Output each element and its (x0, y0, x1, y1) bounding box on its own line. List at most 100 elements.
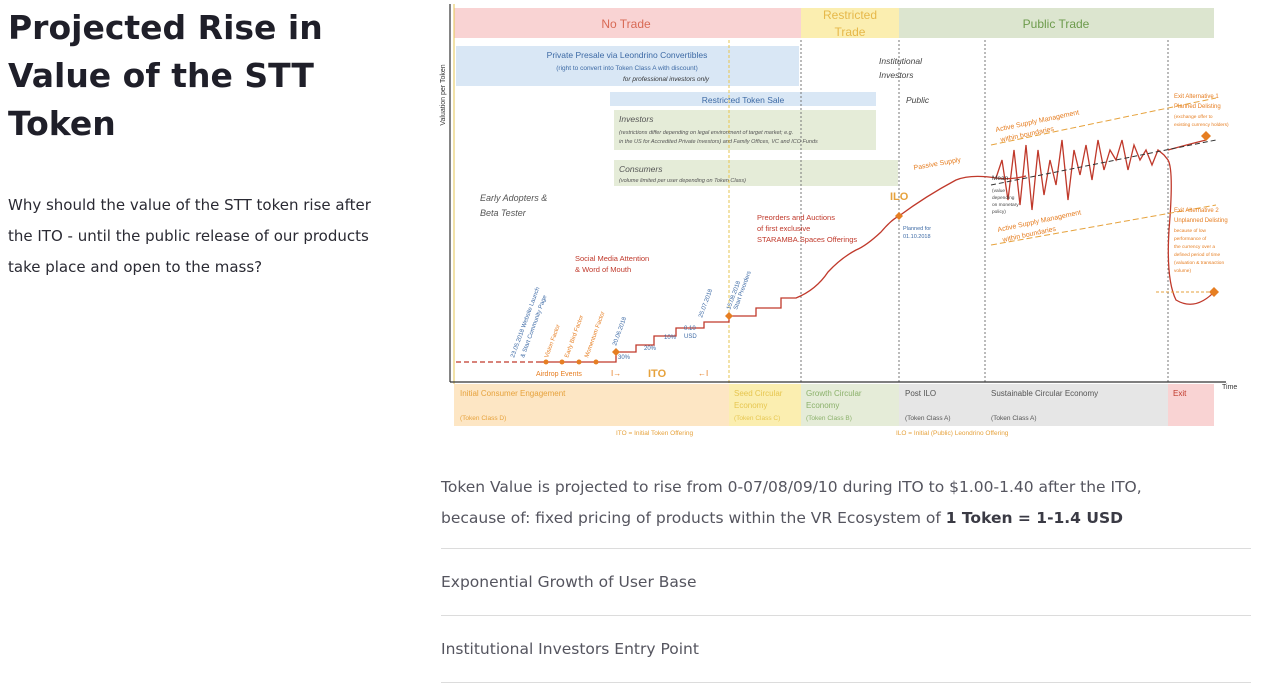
marker-ito (612, 348, 620, 356)
exit2-title-1: Exit Alternative 2 (1174, 208, 1219, 214)
bottom-phase-1-title-2: Economy (734, 401, 767, 410)
restricted-sale-band (610, 92, 876, 106)
accordion-item-user-growth[interactable]: Exponential Growth of User Base (441, 549, 1251, 616)
ito-arrow-right: ←I (698, 369, 708, 378)
exit2-sub-4: defined period of time (1174, 252, 1220, 258)
marker-3 (576, 359, 582, 365)
mean-sub-2: depending (992, 195, 1015, 201)
marker-exit1 (1201, 131, 1211, 141)
planned-2: 01.10.2018 (903, 234, 931, 240)
bottom-phase-3-title: Post ILO (905, 389, 936, 398)
exit1-sub-1: (exchange offer to (1174, 114, 1213, 120)
summary-line-2-bold: 1 Token = 1-1.4 USD (945, 509, 1123, 527)
marker-2 (559, 359, 565, 365)
ito-arrow-left: I→ (611, 369, 621, 378)
bottom-phase-0-title: Initial Consumer Engagement (460, 389, 566, 398)
step-20: 20% (644, 346, 657, 352)
phase-no-trade (454, 8, 801, 38)
milestone-3: Momentum Factor (584, 311, 606, 359)
bottom-phase-3-sub: (Token Class A) (905, 415, 951, 422)
summary-line-2: because of: fixed pricing of products wi… (441, 503, 1261, 534)
mean-sub-3: on monetary (992, 202, 1019, 208)
step-10: 10% (664, 335, 677, 341)
mean-sub-4: policy) (992, 209, 1006, 215)
bottom-phase-2 (801, 384, 899, 426)
summary-line-2-prefix: because of: fixed pricing of products wi… (441, 509, 946, 527)
milestone-5: 25.07.2018 (698, 288, 714, 319)
ilo-note: ILO = Initial (Public) Leondrino Offerin… (896, 430, 1009, 437)
social-media-2: & Word of Mouth (575, 265, 631, 274)
diagram-svg: No Trade Restricted Trade Public Trade P… (440, 4, 1237, 437)
mean-sub-1: (value (992, 188, 1005, 194)
phase-restricted-trade (801, 8, 899, 38)
investors-band (614, 110, 876, 150)
x-axis-label: Time (1222, 384, 1237, 391)
mean-label: Mean (992, 175, 1009, 182)
restricted-sale-label: Restricted Token Sale (702, 95, 785, 105)
y-axis-label: Valuation per Token (440, 64, 447, 125)
curve-exit1 (1167, 139, 1207, 151)
investors-title: Investors (619, 114, 654, 124)
bottom-phase-1-sub: (Token Class C) (734, 415, 780, 422)
step-usd: USD (684, 334, 697, 340)
intro-text: Why should the value of the STT token ri… (8, 196, 371, 276)
bottom-phase-0 (454, 384, 729, 426)
investors-sub2: in the US for Accredited Private Investo… (619, 139, 818, 145)
exit2-sub-6: volume) (1174, 268, 1191, 274)
milestone-4: 20.06.2018 (612, 316, 628, 347)
presale-band (456, 46, 799, 86)
accordion: Exponential Growth of User Base Institut… (441, 548, 1251, 683)
phase-restricted-label2: Trade (835, 25, 866, 39)
ito-note: ITO = Initial Token Offering (616, 430, 694, 437)
investors-sub1: (restrictions differ depending on legal … (619, 130, 793, 136)
ito-label: ITO (648, 368, 667, 380)
marker-exit2 (1209, 287, 1219, 297)
mean-line (990, 139, 1217, 186)
accordion-item-institutional[interactable]: Institutional Investors Entry Point (441, 616, 1251, 683)
page-title: Projected Rise in Value of the STT Token (8, 8, 323, 143)
institutional-label-2: Investors (879, 70, 914, 80)
early-adopters-1: Early Adopters & (480, 193, 547, 203)
bottom-phase-2-title-1: Growth Circular (806, 389, 862, 398)
planned-1: Planned for (903, 226, 931, 232)
step-30: 30% (618, 355, 631, 361)
public-label: Public (906, 95, 930, 105)
milestone-1: Vision Factor (544, 324, 562, 359)
bottom-phase-3 (899, 384, 985, 426)
exit1-sub-2: existing currency holders) (1174, 122, 1229, 128)
bottom-phase-2-sub: (Token Class B) (806, 415, 852, 422)
exit2-sub-5: (valuation & transaction (1174, 260, 1224, 266)
exit1-title-1: Exit Alternative 1 (1174, 94, 1219, 100)
phase-no-trade-label: No Trade (601, 17, 651, 31)
exit2-sub-3: the currency over a (1174, 244, 1215, 250)
consumers-title: Consumers (619, 164, 663, 174)
institutional-label-1: Institutional (879, 56, 923, 66)
curve-volatile (995, 139, 1217, 305)
summary-line-1: Token Value is projected to rise from 0-… (441, 478, 1142, 496)
exit2-title-2: Unplanned Delisting (1174, 218, 1228, 224)
marker-ilo (895, 212, 903, 220)
step-010: 0.10 (684, 326, 696, 332)
ilo-label: ILO (890, 191, 909, 203)
consumers-sub: (volume limited per user depending on To… (619, 178, 746, 184)
phase-restricted-label: Restricted (823, 8, 877, 22)
exit2-sub-1: because of low (1174, 228, 1207, 234)
passive-supply: Passive Supply (913, 157, 962, 172)
phase-public-trade (899, 8, 1214, 38)
presale-title: Private Presale via Leondrino Convertibl… (547, 50, 708, 60)
bottom-phase-4 (985, 384, 1168, 426)
curve-main (536, 175, 1027, 363)
bottom-phase-2-title-2: Economy (806, 401, 839, 410)
airdrop-label: Airdrop Events (536, 371, 582, 378)
consumers-band (614, 160, 898, 186)
milestone-2: Early Bird Factor (564, 315, 585, 359)
bottom-phase-4-title: Sustainable Circular Economy (991, 389, 1098, 398)
bottom-phase-4-sub: (Token Class A) (991, 415, 1037, 422)
exit2-sub-2: performance of (1174, 236, 1207, 242)
preorders-2: of first exclusive (757, 224, 810, 233)
preorders-3: STARAMBA.Spaces Offerings (757, 235, 857, 244)
social-media-1: Social Media Attention (575, 254, 649, 263)
marker-1 (543, 359, 549, 365)
preorders-1: Preorders and Auctions (757, 213, 835, 222)
bottom-phase-5 (1168, 384, 1214, 426)
